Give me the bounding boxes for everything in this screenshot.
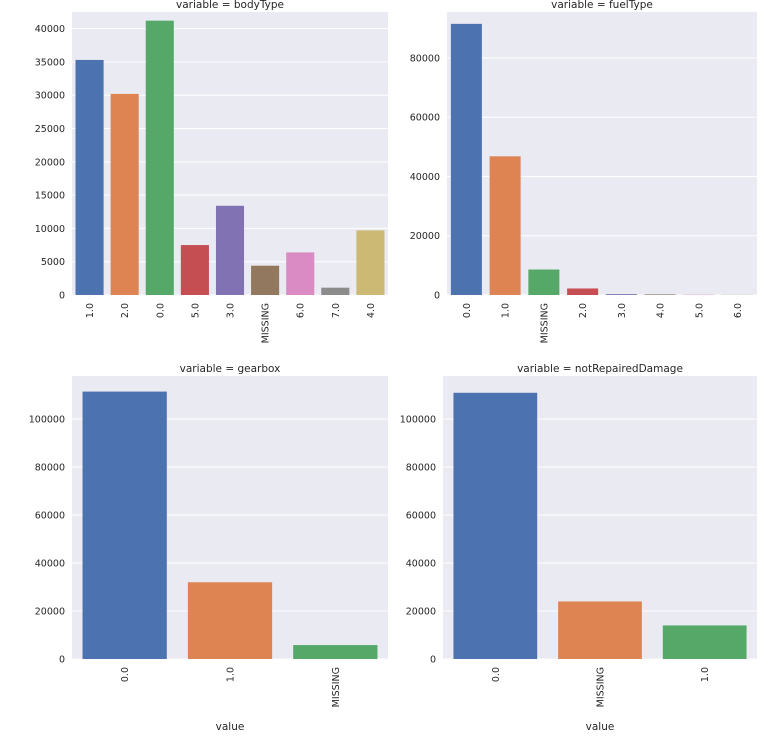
x-tick-label: 1.0 — [501, 303, 512, 318]
x-tick-label: 0.0 — [155, 303, 166, 318]
x-tick-label: 1.0 — [85, 303, 96, 318]
bar-MISSING — [293, 645, 378, 659]
bar-0.0 — [450, 23, 482, 296]
y-tick-label: 100000 — [29, 415, 65, 426]
y-tick-label: 40000 — [35, 24, 65, 35]
y-tick-label: 100000 — [400, 415, 436, 426]
subplot-title: variable = bodyType — [176, 0, 284, 11]
x-tick-label: 1.0 — [700, 667, 711, 682]
bar-2.0 — [567, 288, 599, 295]
y-tick-label: 0 — [434, 291, 440, 302]
bar-6.0 — [286, 252, 315, 295]
x-tick-label: 1.0 — [226, 667, 237, 682]
bar-7.0 — [321, 287, 350, 295]
x-tick-label: 3.0 — [226, 303, 237, 318]
x-tick-label: 2.0 — [578, 303, 589, 318]
bar-1.0 — [662, 625, 747, 659]
y-tick-label: 40000 — [406, 559, 436, 570]
y-tick-label: 0 — [59, 655, 65, 666]
y-tick-label: 60000 — [410, 113, 440, 124]
x-tick-label: 7.0 — [331, 303, 342, 318]
subplot-title: variable = fuelType — [551, 0, 653, 11]
subplot-notRepairedDamage: 0 20000 40000 60000 80000 100000 0.0 MISSING 1.0… — [400, 363, 757, 733]
y-tick-label: 80000 — [35, 463, 65, 474]
y-tick-label: 15000 — [35, 191, 65, 202]
x-tick-label: 3.0 — [617, 303, 628, 318]
x-axis-label: value — [586, 721, 615, 733]
y-tick-label: 30000 — [35, 91, 65, 102]
bar-4.0 — [644, 294, 676, 295]
y-tick-label: 20000 — [35, 157, 65, 168]
subplot-gearbox: 0 20000 40000 60000 80000 100000 0.0 1.0 MISSING… — [29, 363, 388, 733]
x-tick-label: MISSING — [261, 303, 272, 343]
bar-MISSING — [251, 265, 280, 295]
y-tick-label: 20000 — [406, 607, 436, 618]
bar-MISSING — [528, 269, 560, 295]
y-tick-label: 20000 — [410, 231, 440, 242]
bar-1.0 — [489, 156, 521, 295]
y-tick-label: 35000 — [35, 57, 65, 68]
bar-1.0 — [75, 59, 104, 296]
y-tick-label: 0 — [430, 655, 436, 666]
subplot-fuelType: 0 20000 40000 60000 80000 0.0 1.0 MISSING 2.0 3.0… — [410, 0, 757, 343]
y-tick-label: 10000 — [35, 224, 65, 235]
x-tick-label: 0.0 — [120, 667, 131, 682]
x-tick-label: 0.0 — [491, 667, 502, 682]
bar-0.0 — [453, 392, 538, 659]
x-tick-label: MISSING — [596, 667, 607, 707]
subplot-title: variable = notRepairedDamage — [517, 363, 683, 375]
y-tick-label: 80000 — [406, 463, 436, 474]
bar-1.0 — [187, 582, 273, 659]
x-tick-label: 4.0 — [366, 303, 377, 318]
subplot-bodyType: 0 5000 10000 15000 20000 25000 30000 35000 40000… — [35, 0, 388, 343]
bar-0.0 — [82, 391, 167, 659]
y-tick-label: 60000 — [406, 511, 436, 522]
x-tick-label: 6.0 — [296, 303, 307, 318]
y-tick-label: 40000 — [35, 559, 65, 570]
y-tick-label: 0 — [59, 291, 65, 302]
x-tick-label: 5.0 — [190, 303, 201, 318]
x-tick-label: MISSING — [539, 303, 550, 343]
bar-3.0 — [215, 205, 245, 295]
y-tick-label: 40000 — [410, 172, 440, 183]
bar-2.0 — [110, 93, 139, 295]
x-tick-label: 0.0 — [462, 303, 473, 318]
x-tick-label: MISSING — [331, 667, 342, 707]
x-axis-label: value — [216, 721, 245, 733]
y-tick-label: 20000 — [35, 607, 65, 618]
y-tick-label: 80000 — [410, 53, 440, 64]
y-tick-label: 60000 — [35, 511, 65, 522]
bar-MISSING — [558, 601, 642, 659]
bar-5.0 — [180, 245, 209, 295]
x-tick-label: 2.0 — [120, 303, 131, 318]
y-tick-label: 25000 — [35, 124, 65, 135]
bar-0.0 — [145, 20, 174, 296]
y-tick-label: 5000 — [41, 257, 65, 268]
subplot-title: variable = gearbox — [180, 363, 281, 375]
bar-3.0 — [605, 294, 637, 295]
x-tick-label: 6.0 — [733, 303, 744, 318]
x-tick-label: 5.0 — [694, 303, 705, 318]
x-tick-label: 4.0 — [656, 303, 667, 318]
bar-4.0 — [356, 230, 385, 295]
